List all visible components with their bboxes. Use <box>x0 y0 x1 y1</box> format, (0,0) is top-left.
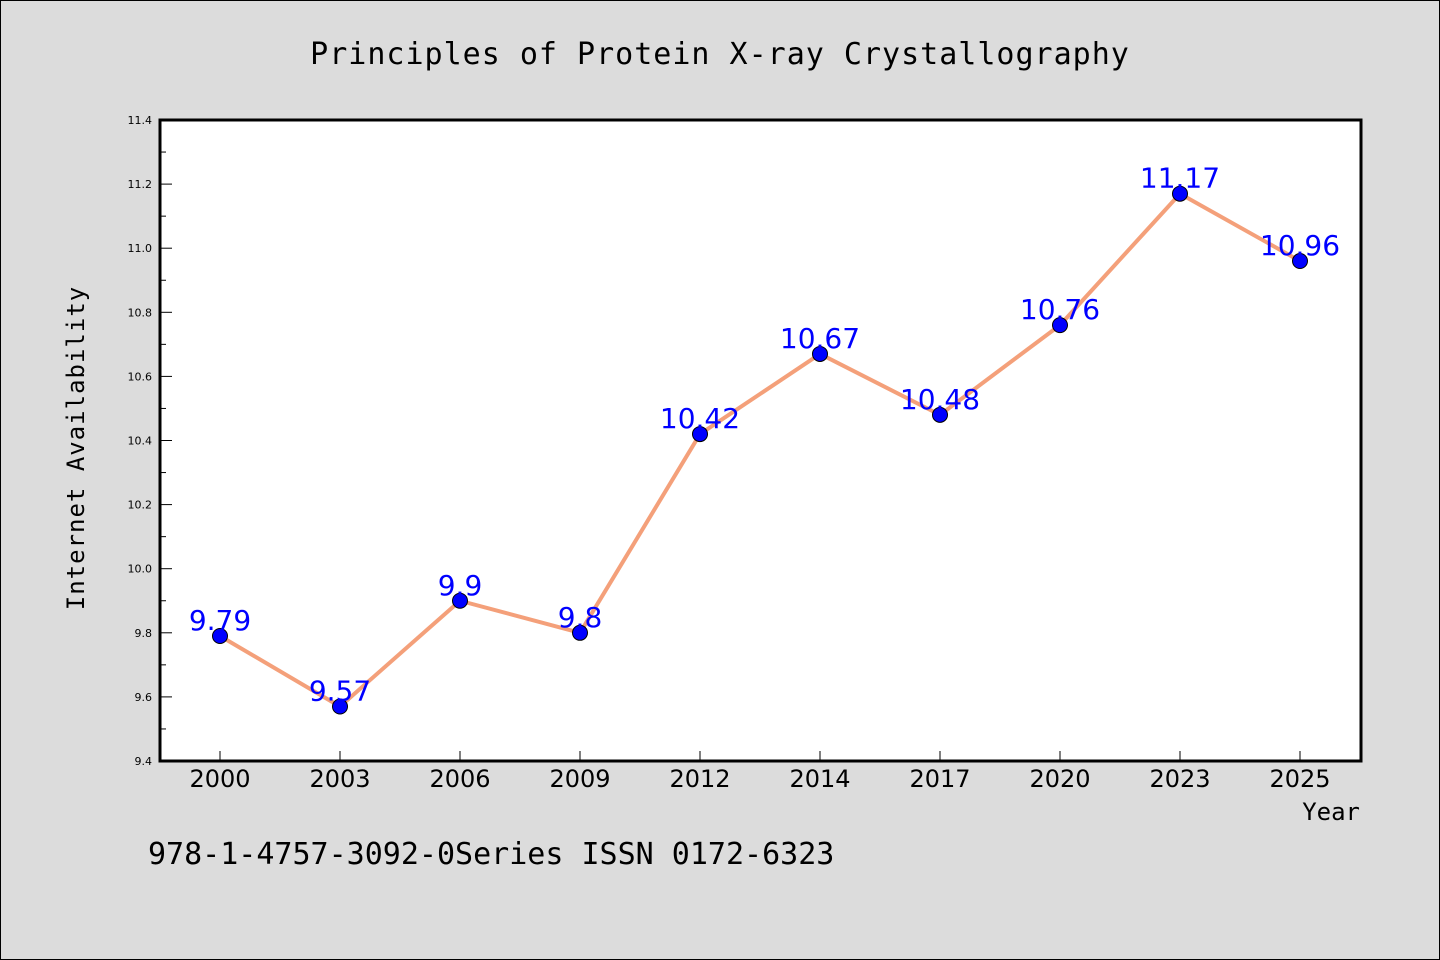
data-point <box>1172 185 1188 202</box>
data-markers <box>212 185 1308 715</box>
data-label: 9.57 <box>309 675 371 708</box>
data-point <box>1292 253 1308 270</box>
x-axis-label: Year <box>1302 798 1360 826</box>
data-label: 10.76 <box>1020 293 1100 326</box>
data-point <box>332 698 348 715</box>
data-label: 10.48 <box>900 383 980 416</box>
y-tick-label: 11.4 <box>128 114 153 127</box>
data-point <box>1052 317 1068 334</box>
y-tick-label: 10.0 <box>128 563 153 576</box>
x-tick-label: 2014 <box>789 765 850 793</box>
y-tick-label: 10.8 <box>128 306 153 319</box>
x-tick-label: 2025 <box>1269 765 1330 793</box>
data-point <box>572 624 588 641</box>
series-line <box>218 191 1301 709</box>
data-point <box>212 628 228 645</box>
x-tick-label: 2020 <box>1029 765 1090 793</box>
chart-title: Principles of Protein X-ray Crystallogra… <box>310 37 1130 72</box>
x-tick-label: 2023 <box>1149 765 1210 793</box>
plot-area <box>158 118 1363 763</box>
y-tick-label: 10.4 <box>128 435 153 448</box>
data-point <box>812 345 828 362</box>
y-tick-label: 9.6 <box>135 691 153 704</box>
x-tick-label: 2003 <box>309 765 370 793</box>
data-point <box>452 592 468 609</box>
data-label: 10.67 <box>780 322 860 355</box>
x-tick-label: 2017 <box>909 765 970 793</box>
y-tick-label: 9.4 <box>135 755 153 768</box>
x-axis: 2000 2003 2006 2009 2012 2014 2017 2020 2023 2025 <box>189 751 1331 793</box>
data-point <box>692 426 708 443</box>
x-tick-label: 2000 <box>189 765 250 793</box>
x-tick-label: 2006 <box>429 765 490 793</box>
data-label: 10.42 <box>660 402 740 435</box>
data-point <box>932 406 948 423</box>
data-label: 10.96 <box>1260 229 1340 262</box>
x-tick-label: 2012 <box>669 765 730 793</box>
x-tick-label: 2009 <box>549 765 610 793</box>
data-label: 9.9 <box>438 569 483 602</box>
y-axis-label: Internet Availability <box>62 286 90 610</box>
y-tick-label: 11.0 <box>128 242 153 255</box>
data-label: 9.79 <box>189 604 251 637</box>
data-label: 9.8 <box>558 601 603 634</box>
y-tick-label: 11.2 <box>128 178 153 191</box>
y-tick-label: 9.8 <box>135 627 153 640</box>
data-label: 11.17 <box>1140 162 1220 195</box>
y-tick-label: 10.2 <box>128 499 153 512</box>
y-axis: 9.4 9.6 9.8 10.0 10.2 10.4 10.6 10.8 11.0 11.2 11.… <box>128 114 172 768</box>
data-labels: 9.79 9.57 9.9 9.8 10.42 10.67 10.48 10.76 11.17 1… <box>189 162 1340 708</box>
y-tick-label: 10.6 <box>128 370 153 383</box>
footer-text: 978-1-4757-3092-0Series ISSN 0172-6323 <box>148 837 834 872</box>
